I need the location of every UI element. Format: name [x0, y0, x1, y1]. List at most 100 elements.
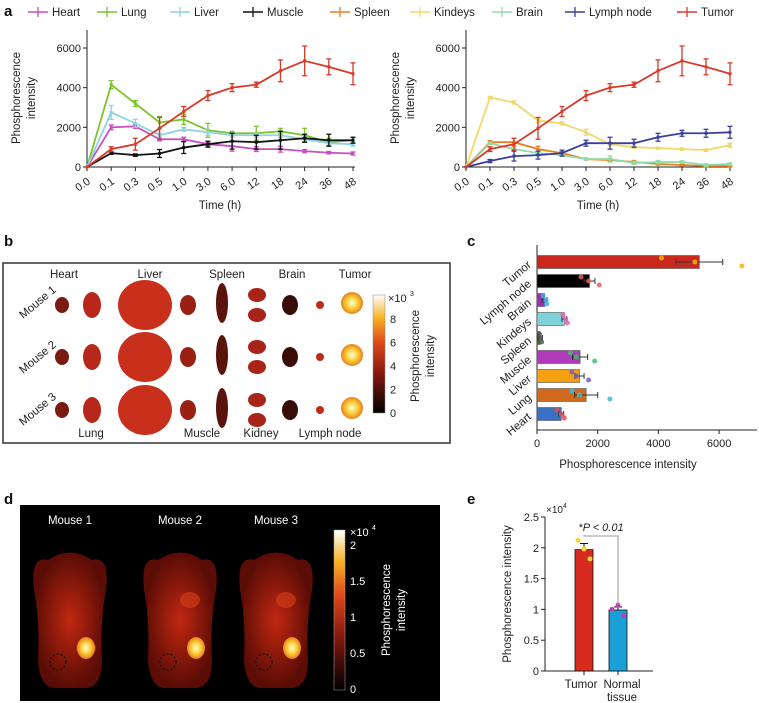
data-point: [728, 72, 732, 76]
data-point: [109, 83, 113, 87]
y-axis-label: intensity: [26, 77, 38, 119]
x-tick-label: 24: [293, 176, 310, 193]
significance-bracket: [583, 535, 619, 605]
series-muscle: [85, 130, 356, 169]
data-point: [728, 143, 732, 147]
organ-image: [180, 295, 196, 315]
data-point: [133, 121, 137, 125]
y-tick-label: 0: [533, 666, 539, 678]
data-point: [656, 135, 660, 139]
bar: [574, 549, 594, 672]
data-point: [158, 126, 162, 130]
data-point: [254, 140, 258, 144]
x-tick-label: 3.0: [572, 176, 591, 195]
data-point: [303, 59, 307, 63]
data-point: [680, 59, 684, 63]
data-point: [182, 127, 186, 131]
x-tick-label: 18: [647, 176, 664, 193]
liver-signal: [180, 592, 200, 608]
x-tick-label: 36: [318, 176, 335, 193]
data-point: [615, 602, 621, 608]
data-point: [512, 142, 516, 146]
x-tick-label: 0.1: [476, 176, 495, 195]
y-tick-label: 2.5: [524, 512, 539, 524]
series-tumor: [464, 45, 733, 169]
data-point: [656, 69, 660, 73]
data-point: [632, 161, 636, 165]
data-point: [609, 606, 615, 612]
y-tick-label: 0: [454, 162, 460, 174]
data-point: [536, 153, 540, 157]
data-point: [554, 407, 560, 413]
y-axis-label: Phosphorescence: [390, 52, 402, 144]
y-tick-label: 4000: [436, 83, 460, 95]
data-point: [544, 301, 550, 307]
x-tick-label: tissue: [607, 692, 637, 703]
data-point: [512, 154, 516, 158]
x-axis-label: Time (h): [577, 200, 620, 212]
data-point: [587, 556, 593, 562]
legend-label: Liver: [194, 7, 219, 19]
x-tick-label: 12: [623, 176, 640, 193]
x-tick-label: 4000: [646, 438, 670, 450]
data-point: [351, 138, 355, 142]
data-point: [543, 297, 549, 303]
data-point: [109, 151, 113, 155]
legend-item: Lymph node: [565, 7, 652, 19]
y-tick-label: 6000: [57, 43, 81, 55]
data-point: [351, 152, 355, 156]
tumor-signal: [283, 637, 301, 659]
series-lymph-node: [464, 125, 733, 169]
tumor-signal: [187, 637, 205, 659]
data-point: [596, 282, 602, 288]
panel-label-e: e: [467, 491, 475, 508]
organ-image: [282, 295, 298, 315]
colorbar-tick-label: 0.5: [350, 648, 365, 660]
data-point: [540, 293, 546, 299]
data-point: [254, 83, 258, 87]
organ-label: Spleen: [209, 269, 245, 281]
organ-image: [248, 360, 266, 374]
data-point: [488, 147, 492, 151]
data-point: [728, 162, 732, 166]
x-tick-label: 6.0: [218, 176, 237, 195]
data-point: [560, 151, 564, 155]
data-point: [573, 354, 579, 360]
mouse-label: Mouse 2: [158, 515, 202, 527]
data-point: [567, 350, 573, 356]
data-point: [327, 138, 331, 142]
y-tick-label: 6000: [436, 43, 460, 55]
normal-tissue-roi: [255, 653, 273, 671]
mouse-label: Mouse 3: [254, 515, 298, 527]
data-point: [109, 125, 113, 129]
legend-item: Lung: [97, 7, 147, 19]
bar: [608, 609, 628, 672]
data-point: [109, 147, 113, 151]
x-tick-label: 2000: [585, 438, 609, 450]
colorbar-tick-label: 6: [390, 338, 396, 350]
x-tick-label: 6.0: [596, 176, 615, 195]
x-tick-label: 12: [245, 176, 262, 193]
data-point: [680, 131, 684, 135]
colorbar-tick-label: 0: [390, 408, 396, 420]
data-point: [680, 147, 684, 151]
data-point: [573, 373, 579, 379]
data-point: [576, 392, 582, 398]
data-point: [560, 109, 564, 113]
data-point: [578, 274, 584, 280]
data-point: [560, 121, 564, 125]
x-tick-label: 48: [719, 176, 736, 193]
legend-label: Tumor: [701, 7, 734, 19]
data-point: [536, 147, 540, 151]
series-line: [465, 142, 731, 168]
series-line: [86, 111, 354, 168]
data-point: [584, 157, 588, 161]
organ-label: Lung: [78, 428, 104, 440]
data-point: [133, 153, 137, 157]
organ-image: [118, 385, 172, 435]
colorbar-exponent: 3: [410, 291, 414, 298]
y-axis-label: Phosphorescence intensity: [502, 525, 514, 663]
y-axis-label: Phosphorescence: [11, 52, 23, 144]
colorbar-label: Phosphorescence: [410, 310, 422, 402]
